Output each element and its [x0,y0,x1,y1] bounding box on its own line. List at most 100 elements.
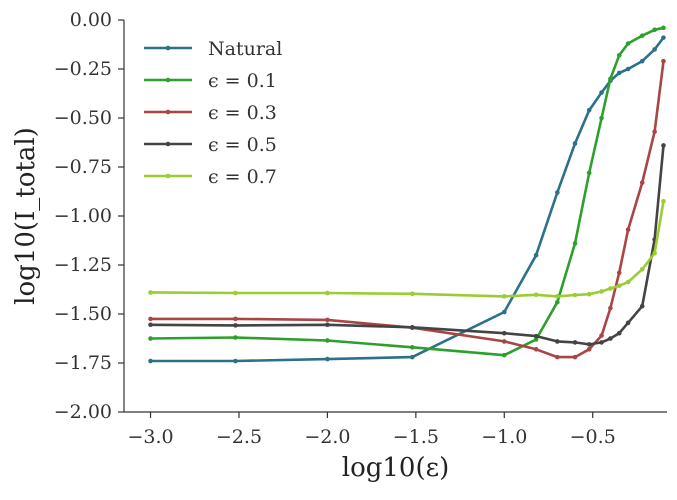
legend-marker [165,109,171,115]
data-point [639,267,645,272]
legend-marker [165,45,171,51]
data-point [501,294,507,299]
data-point [325,356,330,362]
data-point [233,290,238,296]
legend-label: Natural [208,38,282,60]
data-point [410,291,415,297]
series-line [150,61,665,359]
data-point [639,303,645,309]
data-point [616,70,622,76]
data-point [555,354,560,360]
legend-label: ϵ = 0.3 [208,102,277,124]
data-point [599,340,604,345]
legend-item: Natural [144,38,282,60]
data-point [639,33,645,38]
data-point [501,352,507,358]
data-point [533,337,539,342]
data-point [501,339,507,344]
data-point [625,320,631,326]
series-group [148,25,666,364]
data-point [533,292,539,298]
x-tick-label: −2.0 [304,426,350,448]
data-point [555,339,560,344]
legend-label: ϵ = 0.5 [208,134,277,156]
legend-item: ϵ = 0.5 [144,134,277,156]
data-point [639,58,645,64]
data-point [616,270,622,276]
x-tick-label: −1.5 [393,426,439,448]
data-point [325,290,330,296]
legend: Natural ϵ = 0.1 ϵ = 0.3 ϵ = 0.5 ϵ = 0.7 [144,38,282,188]
y-tick-label: −1.75 [54,352,112,374]
data-point [410,354,415,360]
data-point [661,25,666,31]
series-line [150,26,664,357]
y-tick-label: −1.00 [54,205,112,227]
series-0 [148,35,666,364]
data-point [501,309,507,315]
data-point [572,241,578,246]
series-line [150,36,665,363]
data-point [625,41,631,46]
series-2 [148,58,666,360]
y-axis-label: log10(I_total) [11,127,41,305]
data-point [325,322,330,328]
data-point [148,316,153,322]
y-tick-label: −1.25 [54,254,112,276]
data-point [233,335,238,340]
series-line [150,145,665,346]
data-point [625,227,631,233]
data-point [586,346,592,352]
data-point [586,291,592,297]
data-point [586,107,592,113]
x-tick-label: −1.0 [481,426,527,448]
y-tick-label: −0.75 [54,156,112,178]
data-point [533,346,539,352]
data-point [639,180,645,185]
data-point [325,338,330,343]
data-point [410,345,415,350]
data-point [572,292,578,298]
data-point [233,358,238,364]
data-point [555,294,560,299]
data-point [410,325,415,330]
data-point [652,250,657,256]
data-point [616,330,622,336]
series-3 [148,143,666,347]
y-tick-label: −0.50 [54,107,112,129]
y-tick-label: −1.50 [54,303,112,325]
y-tick-label: −2.00 [54,401,112,423]
legend-item: ϵ = 0.1 [144,70,277,92]
data-point [625,66,631,72]
data-point [625,279,631,285]
legend-marker [165,141,171,147]
data-point [661,35,666,40]
data-point [616,52,622,58]
x-tick-label: −2.5 [216,426,262,448]
data-point [148,336,153,341]
legend-marker [165,173,171,179]
data-point [586,170,592,176]
series-1 [148,25,666,358]
y-tick-label: −0.25 [54,58,112,80]
legend-item: ϵ = 0.7 [144,166,277,188]
data-point [572,354,578,360]
data-point [599,289,604,294]
data-point [533,252,539,258]
data-point [325,317,330,323]
series-line [150,201,665,298]
data-point [599,333,604,338]
data-point [608,336,613,341]
data-point [572,340,578,345]
data-point [661,58,666,64]
legend-item: ϵ = 0.3 [144,102,277,124]
data-point [148,322,153,328]
y-tick-label: 0.00 [70,9,112,31]
data-point [533,333,539,339]
data-point [501,330,507,336]
data-point [616,283,622,289]
x-tick-label: −3.0 [127,426,173,448]
data-point [555,299,560,305]
x-tick-label: −0.5 [570,426,616,448]
